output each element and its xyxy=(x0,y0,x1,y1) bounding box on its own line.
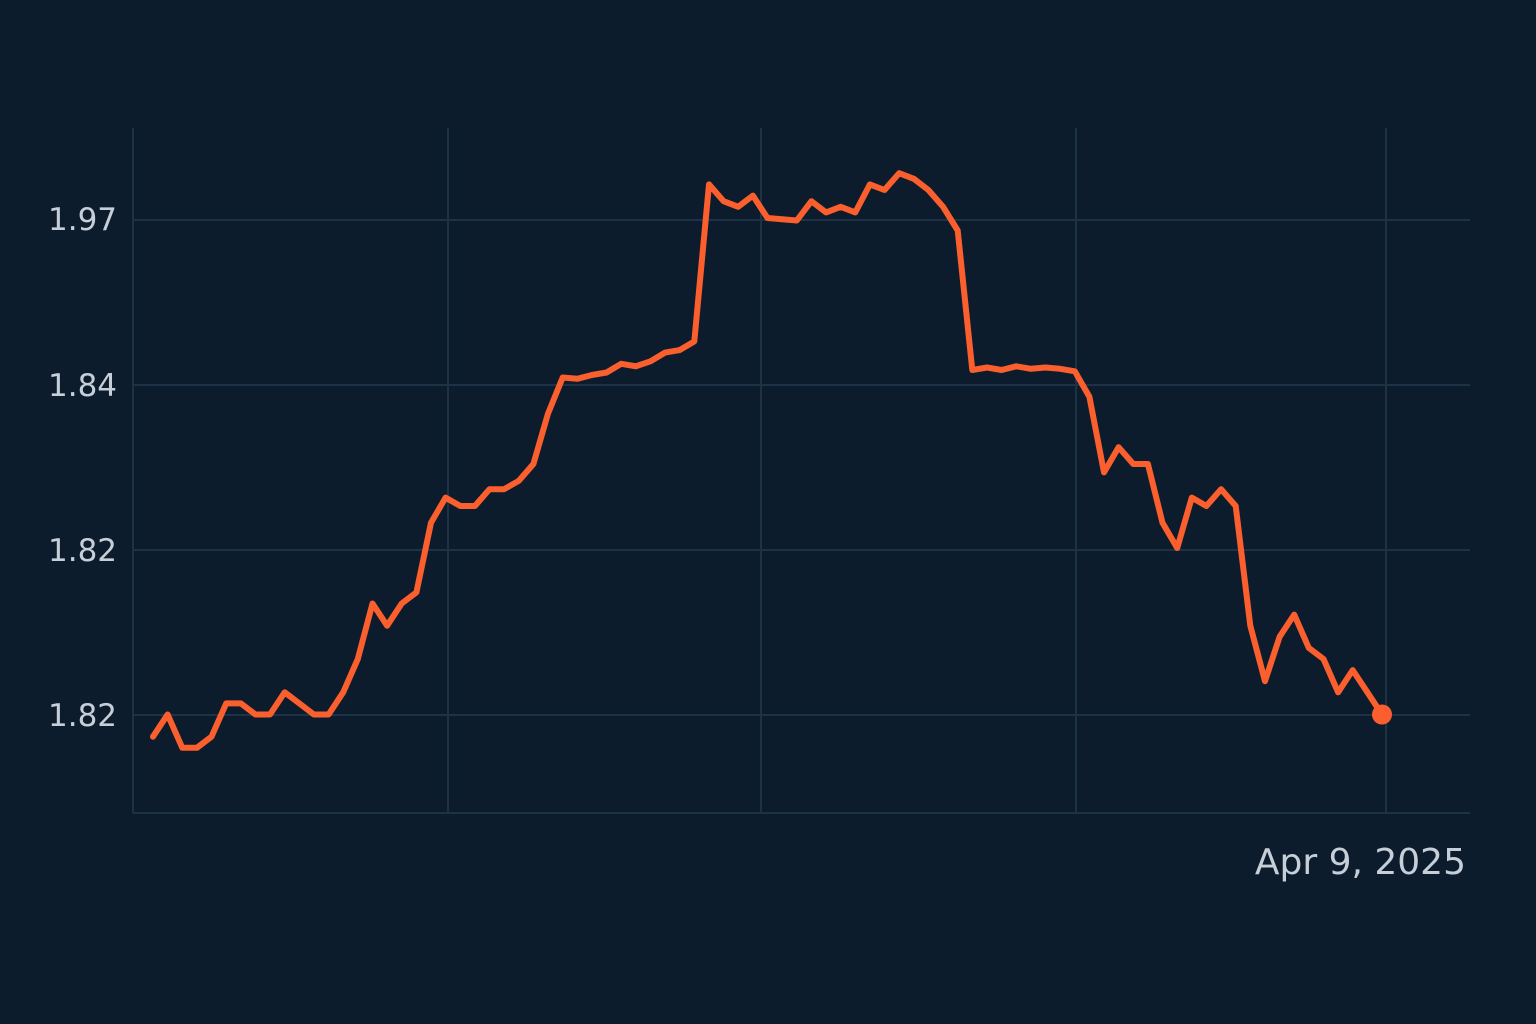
y-tick-label: 1.97 xyxy=(48,202,118,238)
gridlines xyxy=(133,128,1470,813)
axes xyxy=(132,128,1470,814)
x-end-date-label: Apr 9, 2025 xyxy=(1254,842,1466,883)
series-layer xyxy=(150,170,1392,751)
last-point-marker xyxy=(1372,704,1392,725)
series-line xyxy=(150,170,1385,751)
y-tick-label: 1.82 xyxy=(48,533,118,569)
y-tick-label: 1.84 xyxy=(48,368,118,404)
y-tick-label: 1.82 xyxy=(48,698,118,734)
